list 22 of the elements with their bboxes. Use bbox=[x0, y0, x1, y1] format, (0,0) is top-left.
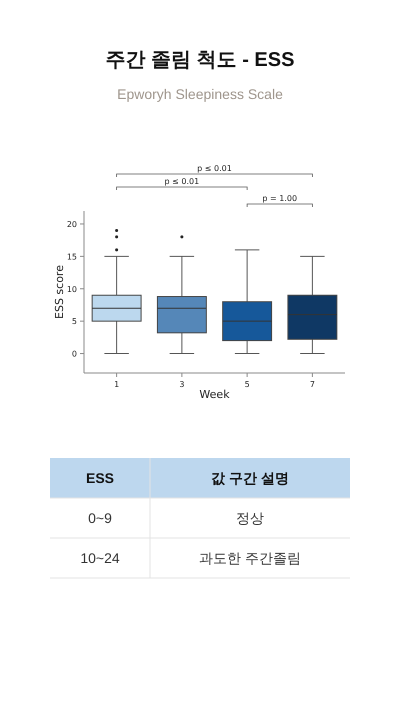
text: 값 구간 설명 bbox=[211, 470, 289, 486]
x-tick-label: 7 bbox=[310, 380, 315, 389]
x-tick-label: 5 bbox=[244, 380, 250, 389]
text: 정상 bbox=[236, 510, 264, 526]
y-tick-label: 10 bbox=[66, 284, 77, 294]
x-axis-title: Week bbox=[199, 388, 230, 401]
text: ESS bbox=[86, 470, 114, 486]
text: p ≤ 0.01 bbox=[197, 164, 232, 173]
y-tick-label: 20 bbox=[66, 220, 77, 229]
y-tick-label: 0 bbox=[72, 350, 77, 359]
y-axis-title: ESS score bbox=[53, 264, 66, 319]
chart-title: 주간 졸림 척도 - ESS bbox=[106, 49, 294, 71]
text: 0~9 bbox=[88, 510, 112, 526]
x-tick-label: 3 bbox=[179, 380, 184, 389]
text: p = 1.00 bbox=[262, 194, 298, 203]
y-tick-label: 5 bbox=[72, 317, 77, 326]
y-tick-label: 15 bbox=[66, 252, 77, 262]
text: 과도한 주간졸림 bbox=[199, 550, 301, 566]
chart-subtitle: Epworyh Sleepiness Scale bbox=[117, 86, 284, 102]
text: p ≤ 0.01 bbox=[164, 177, 200, 186]
x-tick-label: 1 bbox=[114, 380, 120, 389]
text: 10~24 bbox=[80, 550, 120, 566]
